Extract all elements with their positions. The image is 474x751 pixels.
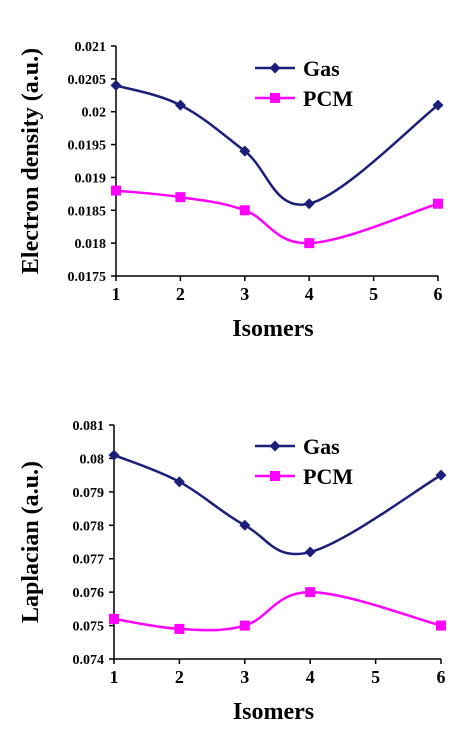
data-point-gas (110, 79, 122, 91)
data-point-pcm (109, 613, 119, 624)
data-point-gas (303, 198, 315, 210)
data-point-gas (173, 476, 185, 488)
y-tick-label: 0.019 (75, 171, 107, 186)
y-axis-title: Laplacian (a.u.) (18, 461, 44, 623)
series-line-gas (113, 453, 442, 556)
legend-label-pcm: PCM (303, 464, 353, 489)
data-point-gas (174, 99, 186, 111)
x-tick-label: 5 (371, 667, 380, 687)
electron-density-chart: 0.0175 0.018 0.0185 0.019 0.0195 0.02 0.0205 0.… (18, 40, 444, 342)
y-tick-label: 0.018 (75, 237, 107, 252)
data-point-pcm (239, 620, 250, 631)
x-tick-label: 3 (240, 667, 249, 687)
data-point-gas (108, 449, 120, 461)
y-tick-label: 0.02 (82, 106, 107, 121)
x-tick-label: 1 (110, 667, 119, 687)
x-tick-label: 5 (369, 284, 378, 304)
y-axis-title: Electron density (a.u.) (18, 48, 44, 274)
series-line-pcm (115, 189, 439, 245)
data-point-pcm (304, 238, 315, 249)
laplacian-chart: 0.074 0.075 0.076 0.077 0.078 0.079 0.08 0.081 1… (18, 419, 447, 725)
data-point-pcm (239, 205, 250, 216)
x-tick-label: 3 (240, 284, 249, 304)
legend-marker-gas (269, 440, 281, 452)
legend-label-gas: Gas (303, 434, 340, 459)
data-point-pcm (436, 620, 446, 631)
data-point-gas (239, 145, 251, 157)
x-tick-label: 6 (434, 284, 443, 304)
y-tick-label: 0.074 (73, 653, 105, 668)
data-point-pcm (174, 623, 185, 634)
y-tick-label: 0.076 (73, 586, 105, 601)
x-tick-label: 4 (306, 667, 315, 687)
x-axis-title: Isomers (232, 316, 313, 342)
data-point-gas (239, 519, 251, 531)
data-point-gas (432, 99, 444, 111)
legend-marker-pcm (270, 93, 280, 103)
series-line-pcm (113, 590, 442, 632)
data-point-pcm (305, 587, 316, 598)
y-tick-label: 0.0195 (68, 139, 107, 154)
data-point-pcm (175, 192, 186, 203)
legend-label-pcm: PCM (303, 86, 353, 111)
legend-label-gas: Gas (303, 56, 340, 81)
y-tick-label: 0.075 (73, 620, 105, 635)
y-tick-label: 0.077 (73, 553, 105, 568)
legend-marker-gas (269, 62, 281, 74)
y-tick-label: 0.079 (73, 486, 105, 501)
y-tick-label: 0.078 (73, 519, 105, 534)
x-tick-label: 2 (176, 284, 185, 304)
data-point-pcm (111, 185, 121, 196)
x-axis-title: Isomers (233, 699, 314, 725)
x-tick-label: 2 (175, 667, 184, 687)
legend-marker-pcm (270, 471, 280, 481)
y-tick-label: 0.0185 (68, 204, 107, 219)
x-tick-label: 6 (437, 667, 446, 687)
y-tick-label: 0.081 (73, 419, 105, 434)
data-point-gas (435, 469, 447, 481)
series-line-gas (115, 84, 439, 206)
data-point-pcm (433, 198, 443, 209)
y-tick-label: 0.08 (80, 452, 105, 467)
y-tick-label: 0.0205 (68, 73, 107, 88)
x-tick-label: 4 (305, 284, 314, 304)
data-point-gas (304, 546, 316, 558)
y-tick-label: 0.0175 (68, 270, 107, 285)
y-tick-label: 0.021 (75, 40, 107, 55)
x-tick-label: 1 (112, 284, 121, 304)
